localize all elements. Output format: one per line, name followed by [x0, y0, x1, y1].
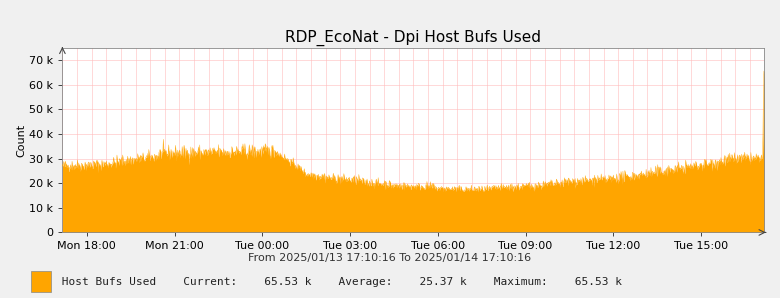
Text: Host Bufs Used    Current:    65.53 k    Average:    25.37 k    Maximum:    65.5: Host Bufs Used Current: 65.53 k Average:… [55, 277, 622, 287]
Title: RDP_EcoNat - Dpi Host Bufs Used: RDP_EcoNat - Dpi Host Bufs Used [285, 30, 541, 46]
Y-axis label: Count: Count [16, 123, 27, 157]
Text: From 2025/01/13 17:10:16 To 2025/01/14 17:10:16: From 2025/01/13 17:10:16 To 2025/01/14 1… [249, 253, 531, 263]
